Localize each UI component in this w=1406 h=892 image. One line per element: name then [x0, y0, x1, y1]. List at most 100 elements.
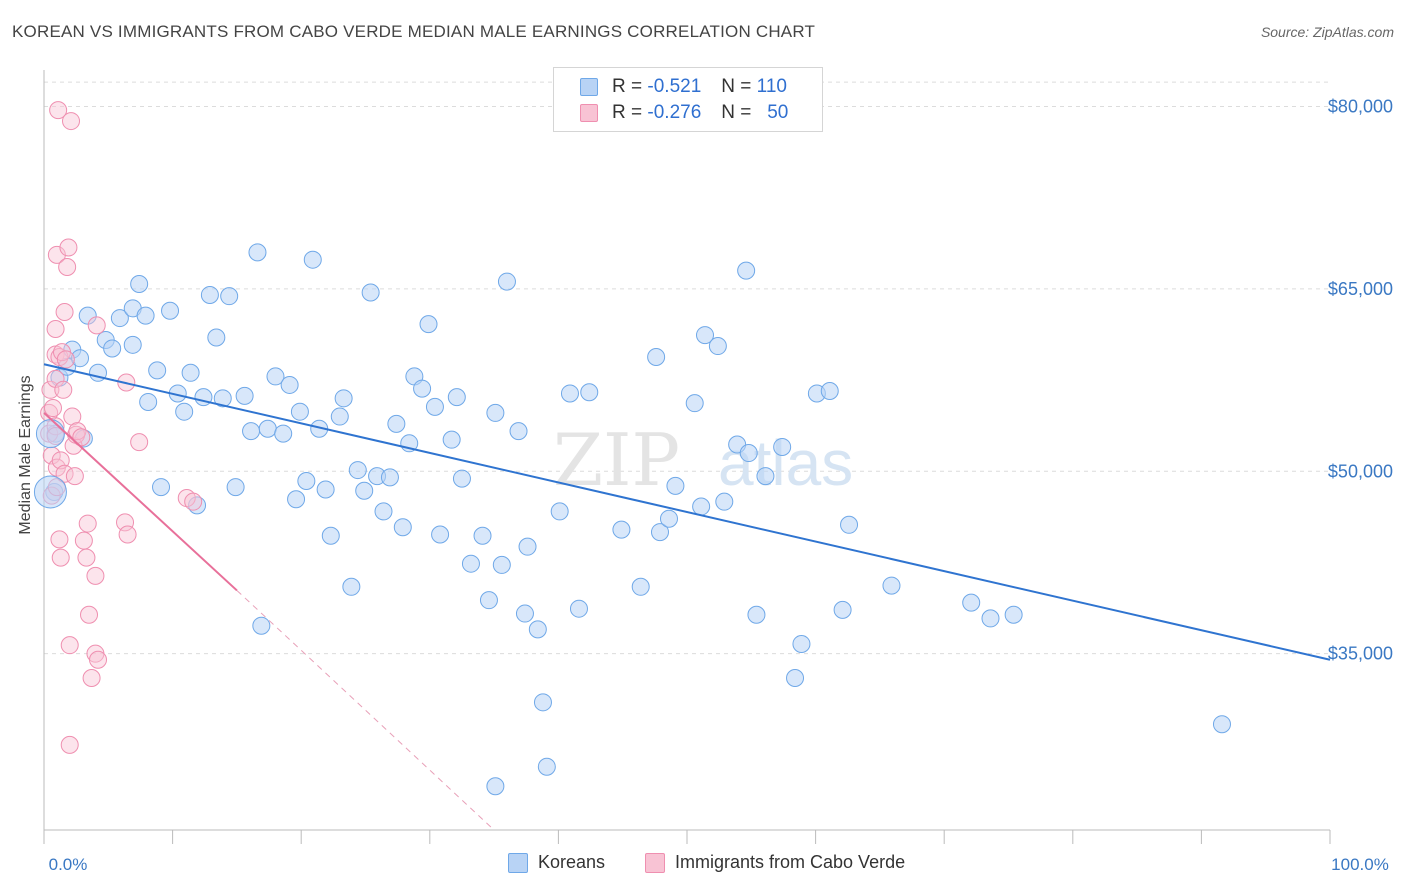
cabo-verde-point — [184, 492, 203, 511]
cabo-verde-point — [51, 548, 70, 567]
legend-row-cabo-verde: R = -0.276 N = 50 — [580, 101, 788, 125]
korean-point — [442, 430, 461, 449]
korean-point — [380, 468, 399, 487]
korean-point — [348, 461, 367, 480]
korean-point — [258, 419, 277, 438]
cabo-verde-point — [58, 257, 77, 276]
korean-point — [413, 379, 432, 398]
cabo-verde-point — [55, 464, 74, 483]
watermark: ZIP atlas — [553, 418, 853, 502]
korean-point — [110, 309, 129, 328]
legend-row-koreans: R = -0.521 N = 110 — [580, 75, 787, 99]
cabo-verde-point — [60, 735, 79, 754]
korean-point — [692, 497, 711, 516]
korean-point — [659, 509, 678, 528]
korean-point — [266, 367, 285, 386]
cabo-verde-point — [56, 350, 75, 369]
korean-point — [792, 634, 811, 653]
korean-point — [650, 523, 669, 542]
korean-point — [71, 349, 90, 368]
series-label-koreans: Koreans — [538, 852, 606, 872]
korean-point — [123, 335, 142, 354]
korean-point — [479, 591, 498, 610]
ticks: $80,000 $65,000 $50,000 $35,000 0.0% 100.0% — [43, 96, 1393, 874]
korean-point — [200, 285, 219, 304]
cabo-verde-point — [60, 636, 79, 655]
y-tick-label: $65,000 — [1328, 279, 1393, 299]
legend-swatch-cabo-verde — [580, 104, 598, 122]
korean-point — [419, 315, 438, 334]
cabo-verde-point — [89, 650, 108, 669]
legend-n-label: N = — [721, 102, 752, 123]
korean-point — [981, 609, 1000, 628]
cabo-verde-point — [59, 238, 78, 257]
korean-point — [452, 469, 471, 488]
korean-point — [220, 287, 239, 306]
korean-point — [280, 375, 299, 394]
korean-point — [550, 502, 569, 521]
korean-trend-line — [43, 363, 1331, 661]
y-axis-label-group: Median Male Earnings — [17, 375, 34, 534]
legend-r-value: -0.276 — [647, 102, 702, 123]
cabo-verde-point — [87, 316, 106, 335]
cabo-verde-point — [65, 467, 84, 486]
korean-point — [297, 472, 316, 491]
korean-point — [321, 526, 340, 545]
korean-point — [497, 272, 516, 291]
korean-point — [330, 407, 349, 426]
grid-lines — [44, 81, 1330, 655]
korean-point — [737, 261, 756, 280]
korean-point — [355, 481, 374, 500]
cabo-verde-point — [55, 302, 74, 321]
korean-point — [882, 576, 901, 595]
korean-point — [152, 478, 171, 497]
korean-point — [334, 389, 353, 408]
cabo-verde-point — [72, 428, 91, 447]
korean-point — [486, 777, 505, 796]
trend-lines — [43, 363, 1331, 831]
cabo-verde-trend-extension — [236, 590, 495, 831]
korean-point — [130, 275, 149, 294]
korean-point — [235, 386, 254, 405]
korean-point — [461, 554, 480, 573]
korean-point — [631, 577, 650, 596]
axes — [43, 70, 1330, 831]
y-tick-label: $80,000 — [1328, 96, 1393, 116]
korean-point — [181, 363, 200, 382]
correlation-legend: R = -0.521 N = 110 R = -0.276 N = 50 — [553, 67, 823, 132]
korean-point — [374, 502, 393, 521]
korean-point — [833, 600, 852, 619]
chart-title: KOREAN VS IMMIGRANTS FROM CABO VERDE MED… — [12, 22, 816, 41]
cabo-verde-point — [41, 380, 60, 399]
korean-point — [447, 388, 466, 407]
legend-r-label: R = — [612, 102, 643, 123]
korean-point — [393, 518, 412, 537]
korean-point — [213, 389, 232, 408]
cabo-verde-point — [86, 566, 105, 585]
chart-source: Source: ZipAtlas.com — [1260, 24, 1394, 40]
korean-point — [139, 392, 158, 411]
korean-point — [342, 577, 361, 596]
cabo-verde-point — [54, 380, 73, 399]
cabo-verde-point — [49, 101, 68, 120]
korean-point — [175, 402, 194, 421]
legend-r-label: R = — [612, 76, 643, 97]
korean-point — [161, 301, 180, 320]
legend-n-value: 110 — [756, 76, 787, 97]
y-axis-label: Median Male Earnings — [17, 375, 34, 534]
korean-point — [569, 599, 588, 618]
korean-point — [533, 693, 552, 712]
series-legend-koreans[interactable]: Koreans — [508, 852, 605, 873]
korean-point — [486, 403, 505, 422]
korean-point — [431, 525, 450, 544]
cabo-verde-point — [46, 320, 65, 339]
cabo-verde-point — [63, 407, 82, 426]
korean-point — [136, 306, 155, 325]
series-swatch-koreans — [508, 852, 528, 873]
korean-point — [747, 605, 766, 624]
series-legend-cabo-verde[interactable]: Immigrants from Cabo Verde — [645, 852, 905, 873]
korean-point — [226, 478, 245, 497]
data-points — [33, 101, 1231, 796]
korean-point — [773, 437, 792, 456]
y-tick-label: $50,000 — [1328, 461, 1393, 481]
